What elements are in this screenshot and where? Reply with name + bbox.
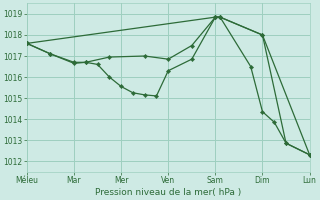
X-axis label: Pression niveau de la mer( hPa ): Pression niveau de la mer( hPa ) — [95, 188, 241, 197]
